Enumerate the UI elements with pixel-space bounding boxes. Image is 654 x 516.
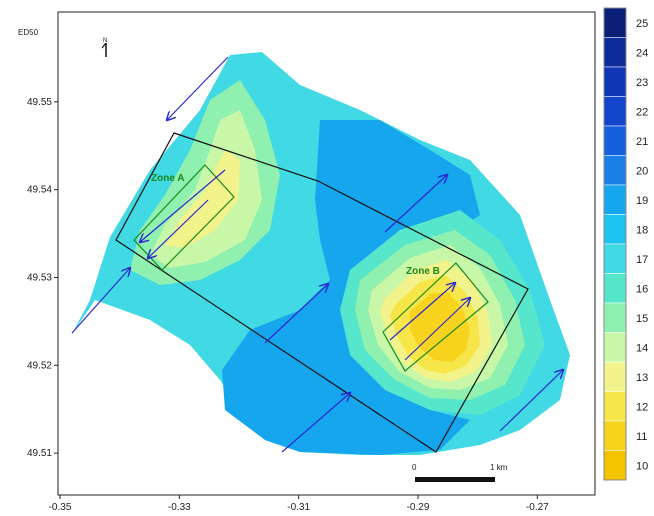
legend-swatch <box>603 96 627 127</box>
x-tick-label: -0.27 <box>526 502 549 513</box>
legend-swatch <box>603 420 627 451</box>
legend-value-label: 22 <box>636 106 648 118</box>
legend-border <box>603 7 627 481</box>
colorbar-legend: 25 24 23 22 21 20 19 18 17 16 15 14 13 12 11 10 <box>603 7 648 481</box>
legend-value-label: 10 <box>636 460 648 472</box>
legend-swatch <box>603 7 627 38</box>
legend-value-label: 11 <box>636 431 647 443</box>
current-arrow-icon <box>71 268 130 334</box>
zone-a-label: Zone A <box>151 173 185 184</box>
zone-a-outline <box>133 164 235 271</box>
current-arrow-icon <box>148 199 209 258</box>
legend-swatch <box>603 37 627 68</box>
study-area-outline <box>115 132 529 453</box>
current-arrow-icon <box>499 370 563 432</box>
legend-value-label: 13 <box>636 372 648 384</box>
current-arrow-icon <box>384 175 447 233</box>
scale-bar-start-label: 0 <box>412 463 417 472</box>
legend-value-label: 16 <box>636 283 648 295</box>
y-tick-label: 49.52 <box>27 360 52 371</box>
scale-bar-end-label: 1 km <box>490 463 508 472</box>
legend-value-label: 19 <box>636 195 648 207</box>
zone-b-outline <box>382 262 489 372</box>
legend-value-label: 25 <box>636 18 648 30</box>
current-arrow-icon <box>404 298 470 361</box>
legend-swatch <box>603 214 627 245</box>
north-label: N <box>103 38 107 44</box>
legend-value-label: 18 <box>636 224 648 236</box>
legend-value-label: 17 <box>636 254 648 266</box>
legend-swatch <box>603 66 627 97</box>
x-tick-label: -0.29 <box>407 502 430 513</box>
legend-swatch <box>603 332 627 363</box>
legend-swatch <box>603 243 627 274</box>
x-tick-label: -0.31 <box>287 502 310 513</box>
y-tick-label: 49.54 <box>27 185 52 196</box>
north-arrow-icon: N <box>101 38 107 57</box>
legend-swatch <box>603 450 627 481</box>
current-arrow-icon <box>167 56 229 120</box>
legend-swatch <box>603 125 627 156</box>
legend-swatch <box>603 184 627 215</box>
legend-value-label: 12 <box>636 401 648 413</box>
legend-swatch <box>603 391 627 422</box>
legend-value-label: 24 <box>636 47 648 59</box>
legend-value-label: 21 <box>636 136 648 148</box>
scale-bar: 0 1 km <box>412 463 508 482</box>
legend-value-label: 23 <box>636 77 648 89</box>
current-arrow-icon <box>389 283 455 341</box>
current-arrows <box>71 56 563 453</box>
current-arrow-icon <box>281 393 350 453</box>
y-tick-label: 49.55 <box>27 97 52 108</box>
legend-swatch <box>603 273 627 304</box>
zone-b-label: Zone B <box>406 266 440 277</box>
x-tick-label: -0.33 <box>168 502 191 513</box>
y-tick-label: 49.51 <box>27 448 52 459</box>
legend-value-label: 15 <box>636 313 648 325</box>
x-axis: -0.35 -0.33 -0.31 -0.29 -0.27 <box>49 495 549 513</box>
legend-value-label: 20 <box>636 165 648 177</box>
legend-swatch <box>603 302 627 333</box>
legend-swatch <box>603 361 627 392</box>
y-axis: 49.55 49.54 49.53 49.52 49.51 <box>27 97 58 459</box>
legend-value-label: 14 <box>636 342 648 354</box>
y-tick-label: 49.53 <box>27 272 52 283</box>
x-tick-label: -0.35 <box>49 502 72 513</box>
current-arrow-icon <box>264 284 328 344</box>
current-arrow-icon <box>140 169 226 242</box>
legend-swatch <box>603 155 627 186</box>
crs-label: ED50 <box>18 28 39 37</box>
